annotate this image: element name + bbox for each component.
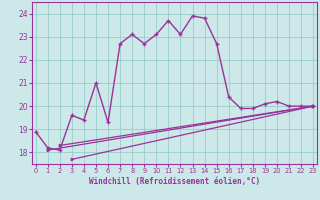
- X-axis label: Windchill (Refroidissement éolien,°C): Windchill (Refroidissement éolien,°C): [89, 177, 260, 186]
